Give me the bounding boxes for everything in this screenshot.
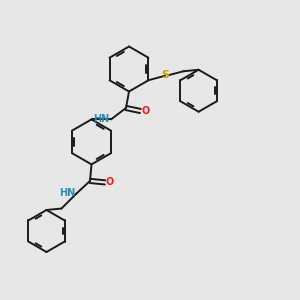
- Text: O: O: [106, 177, 114, 188]
- Text: HN: HN: [59, 188, 75, 199]
- Text: HN: HN: [93, 114, 110, 124]
- Text: S: S: [161, 70, 169, 80]
- Text: O: O: [141, 106, 150, 116]
